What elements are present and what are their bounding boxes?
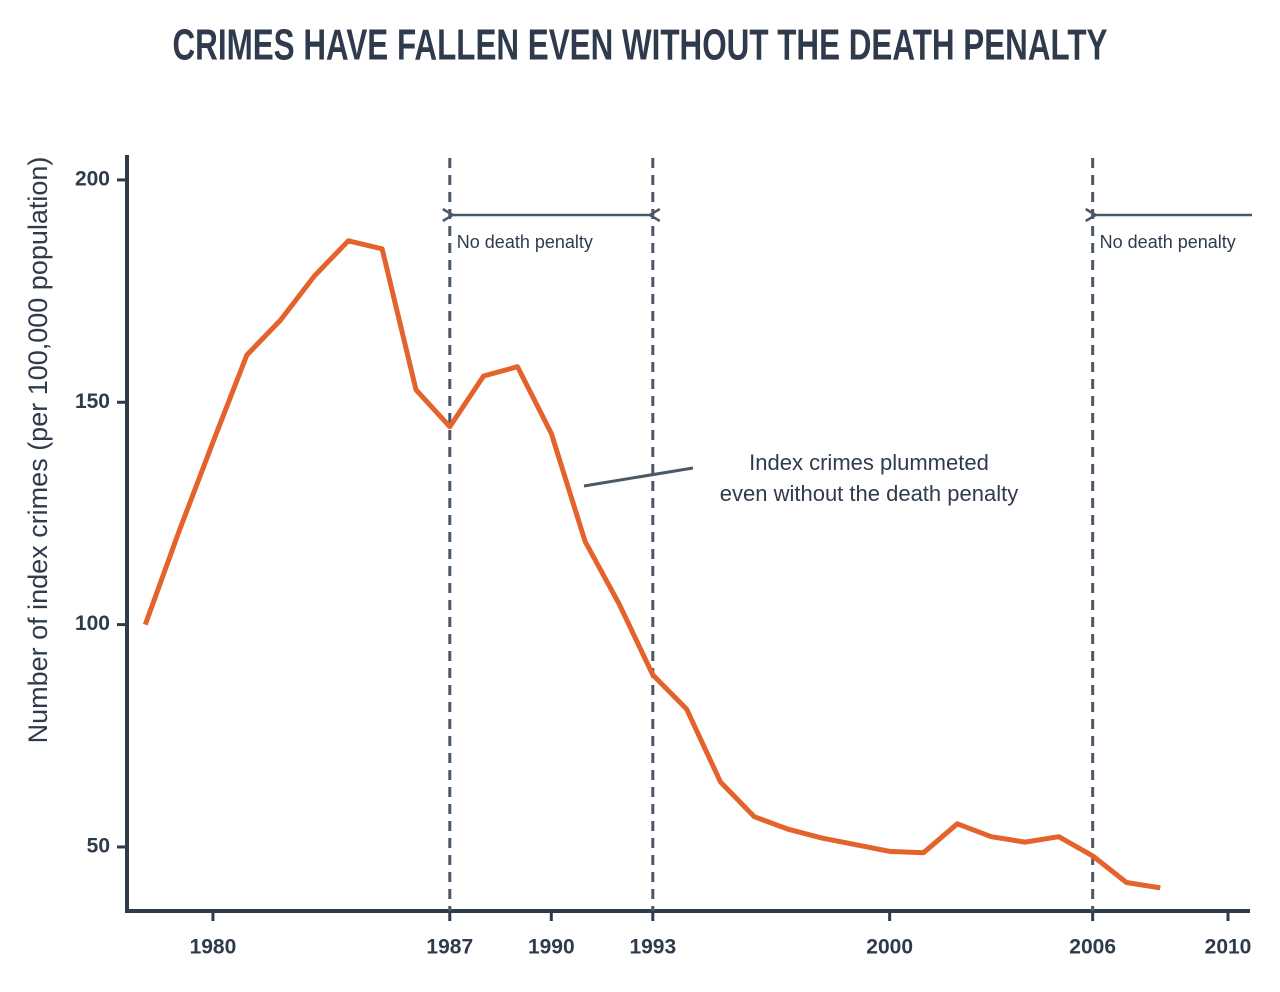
x-tick-label: 1980 [190,936,237,959]
callout-leader [583,466,694,488]
x-tick-label: 2000 [866,936,913,959]
x-tick-label: 1987 [426,936,473,959]
y-tick-label: 200 [75,167,110,190]
chart-title: CRIMES HAVE FALLEN EVEN WITHOUT THE DEAT… [173,21,1108,70]
y-tick-label: 150 [75,390,110,413]
callout-text: even without the death penalty [720,481,1018,506]
crime-line [142,238,1161,891]
x-tick-label: 1993 [629,936,676,959]
x-tick-label: 2010 [1205,936,1252,959]
period-label: No death penalty [1100,232,1236,252]
period-label: No death penalty [457,232,593,252]
y-tick-label: 50 [87,835,110,858]
callout-text: Index crimes plummeted [749,450,989,475]
y-axis-label: Number of index crimes (per 100,000 popu… [23,157,53,744]
y-tick-label: 100 [75,612,110,635]
x-tick-label: 2006 [1069,936,1116,959]
x-tick-label: 1990 [528,936,575,959]
